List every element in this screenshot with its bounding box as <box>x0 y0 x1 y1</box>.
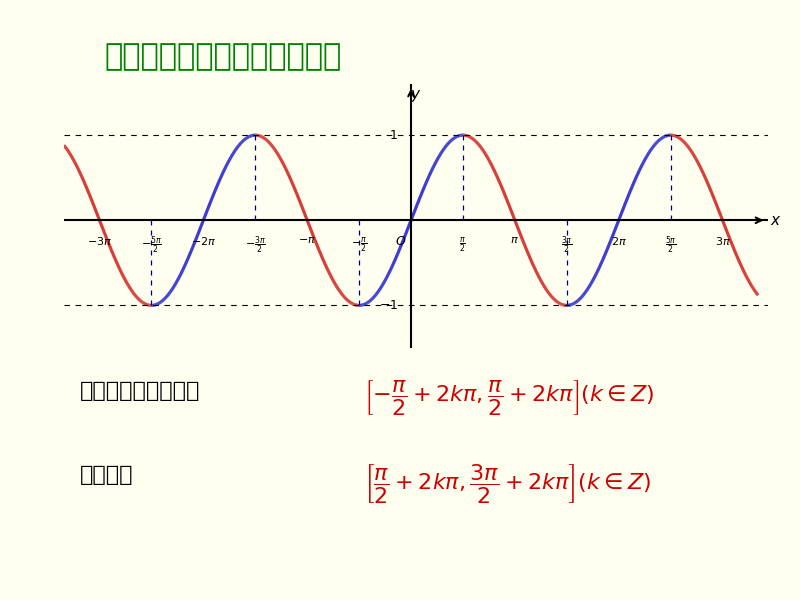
Text: $-\frac{\pi}{2}$: $-\frac{\pi}{2}$ <box>351 235 367 254</box>
Text: $\left[\dfrac{\pi}{2}+2k\pi,\dfrac{3\pi}{2}+2k\pi\right](k\in Z)$: $\left[\dfrac{\pi}{2}+2k\pi,\dfrac{3\pi}… <box>364 462 651 505</box>
Text: $-\frac{5\pi}{2}$: $-\frac{5\pi}{2}$ <box>141 235 162 256</box>
Text: $3\pi$: $3\pi$ <box>714 235 730 247</box>
Text: 减区间是: 减区间是 <box>80 465 134 485</box>
Text: $\frac{3\pi}{2}$: $\frac{3\pi}{2}$ <box>561 235 573 256</box>
Text: $-3\pi$: $-3\pi$ <box>87 235 112 247</box>
Text: 正弦函数的增区间是: 正弦函数的增区间是 <box>80 381 200 401</box>
Text: $\pi$: $\pi$ <box>510 235 519 245</box>
Text: $\left[-\dfrac{\pi}{2}+2k\pi,\dfrac{\pi}{2}+2k\pi\right](k\in Z)$: $\left[-\dfrac{\pi}{2}+2k\pi,\dfrac{\pi}… <box>364 378 654 417</box>
Text: $-1$: $-1$ <box>378 299 398 312</box>
Text: $-\pi$: $-\pi$ <box>298 235 316 245</box>
Text: $y$: $y$ <box>410 88 422 104</box>
Text: $-\frac{3\pi}{2}$: $-\frac{3\pi}{2}$ <box>245 235 266 256</box>
Text: 正弦函数的单调性及单调区间: 正弦函数的单调性及单调区间 <box>104 42 342 71</box>
Text: $2\pi$: $2\pi$ <box>610 235 626 247</box>
Text: $x$: $x$ <box>770 213 781 228</box>
Text: $\frac{\pi}{2}$: $\frac{\pi}{2}$ <box>459 235 466 254</box>
Text: $\frac{5\pi}{2}$: $\frac{5\pi}{2}$ <box>665 235 677 256</box>
Text: $-2\pi$: $-2\pi$ <box>190 235 216 247</box>
Text: $1$: $1$ <box>389 128 398 142</box>
Text: $O$: $O$ <box>395 235 406 248</box>
